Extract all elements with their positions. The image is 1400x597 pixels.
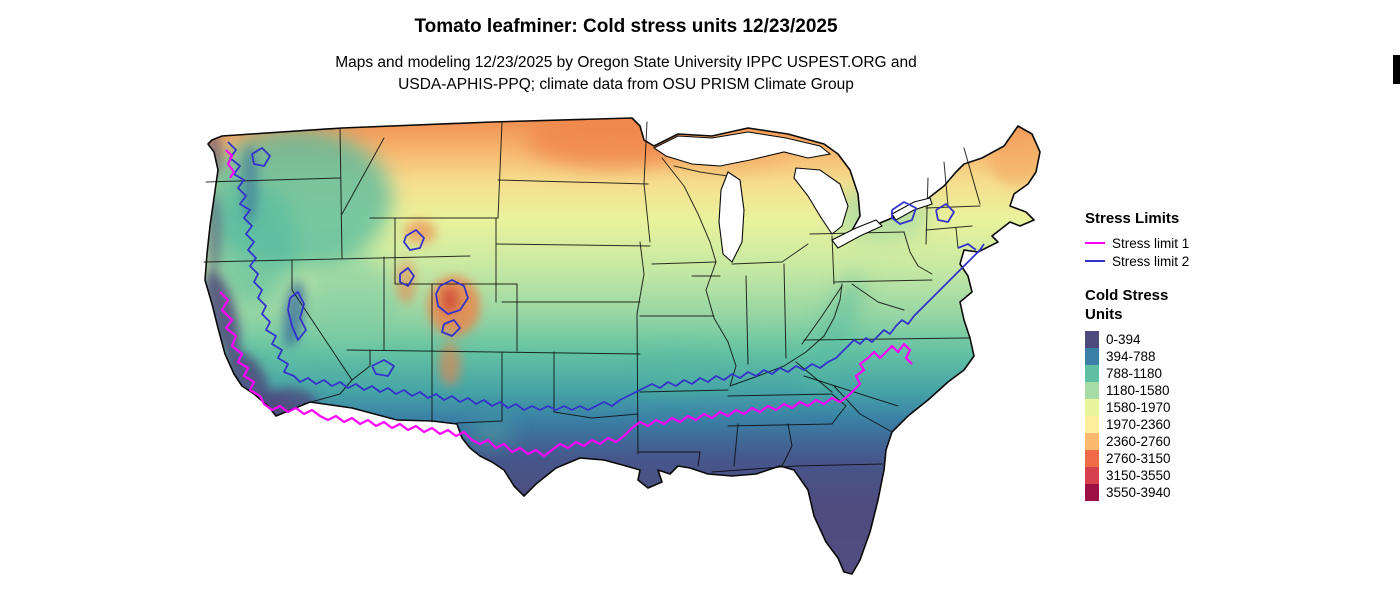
legend-color-swatch <box>1085 484 1099 501</box>
legend-class-label: 3550-3940 <box>1106 485 1171 500</box>
stress-limit-line-swatch <box>1085 260 1105 262</box>
us-climate-map <box>192 114 1068 592</box>
legend-color-swatch <box>1085 365 1099 382</box>
stress-limits-title: Stress Limits <box>1085 210 1180 227</box>
legend-class-row: 0-394 <box>1085 331 1235 348</box>
page-subtitle: Maps and modeling 12/23/2025 by Oregon S… <box>0 52 1252 96</box>
lake-superior <box>652 131 832 167</box>
legend-class-row: 788-1180 <box>1085 365 1235 382</box>
stress-limits-list: Stress limit 1 Stress limit 2 <box>1085 234 1235 270</box>
stress-limit-item: Stress limit 1 <box>1085 234 1235 252</box>
legend-panel: Stress Limits Stress limit 1 Stress limit… <box>1085 210 1235 501</box>
legend-class-row: 3150-3550 <box>1085 467 1235 484</box>
cold-stress-units-title: Cold Stress Units <box>1085 287 1169 323</box>
legend-class-label: 1580-1970 <box>1106 400 1171 415</box>
legend-color-swatch <box>1085 433 1099 450</box>
map-header: Tomato leafminer: Cold stress units 12/2… <box>0 16 1252 96</box>
legend-class-label: 1180-1580 <box>1106 383 1170 398</box>
legend-color-swatch <box>1085 450 1099 467</box>
legend-color-swatch <box>1085 331 1099 348</box>
legend-class-label: 788-1180 <box>1106 366 1163 381</box>
stress-limit-label: Stress limit 1 <box>1112 235 1190 251</box>
legend-class-row: 1970-2360 <box>1085 416 1235 433</box>
legend-class-label: 1970-2360 <box>1106 417 1171 432</box>
great-lakes <box>652 131 933 263</box>
lake-michigan <box>718 171 745 263</box>
climate-shading <box>205 118 1040 574</box>
legend-class-label: 0-394 <box>1106 332 1141 347</box>
legend-class-label: 394-788 <box>1106 349 1156 364</box>
legend-class-row: 2760-3150 <box>1085 450 1235 467</box>
legend-class-row: 1180-1580 <box>1085 382 1235 399</box>
right-edge-black-bar <box>1393 55 1400 84</box>
legend-color-swatch <box>1085 399 1099 416</box>
cold-stress-classes: 0-394 394-788 788-1180 1180-1580 1580-1970 19… <box>1085 331 1235 501</box>
state-borders <box>203 121 981 473</box>
legend-class-row: 1580-1970 <box>1085 399 1235 416</box>
stress-limit-line-swatch <box>1085 242 1105 244</box>
legend-class-row: 3550-3940 <box>1085 484 1235 501</box>
legend-color-swatch <box>1085 382 1099 399</box>
lake-huron <box>793 167 849 235</box>
legend-class-label: 2760-3150 <box>1106 451 1171 466</box>
lake-erie <box>831 219 883 249</box>
legend-class-label: 3150-3550 <box>1106 468 1171 483</box>
map-svg <box>203 117 1041 575</box>
legend-color-swatch <box>1085 348 1099 365</box>
stress-limit-1-contour <box>219 149 913 458</box>
legend-class-row: 2360-2760 <box>1085 433 1235 450</box>
subtitle-line-2: USDA-APHIS-PPQ; climate data from OSU PR… <box>398 76 854 93</box>
stress-limit-item: Stress limit 2 <box>1085 252 1235 270</box>
legend-color-swatch <box>1085 416 1099 433</box>
legend-class-row: 394-788 <box>1085 348 1235 365</box>
legend-class-label: 2360-2760 <box>1106 434 1171 449</box>
page-title: Tomato leafminer: Cold stress units 12/2… <box>414 16 838 37</box>
stress-limit-label: Stress limit 2 <box>1112 253 1190 269</box>
subtitle-line-1: Maps and modeling 12/23/2025 by Oregon S… <box>335 54 917 71</box>
stress-limit-2-contour <box>227 141 985 411</box>
legend-color-swatch <box>1085 467 1099 484</box>
